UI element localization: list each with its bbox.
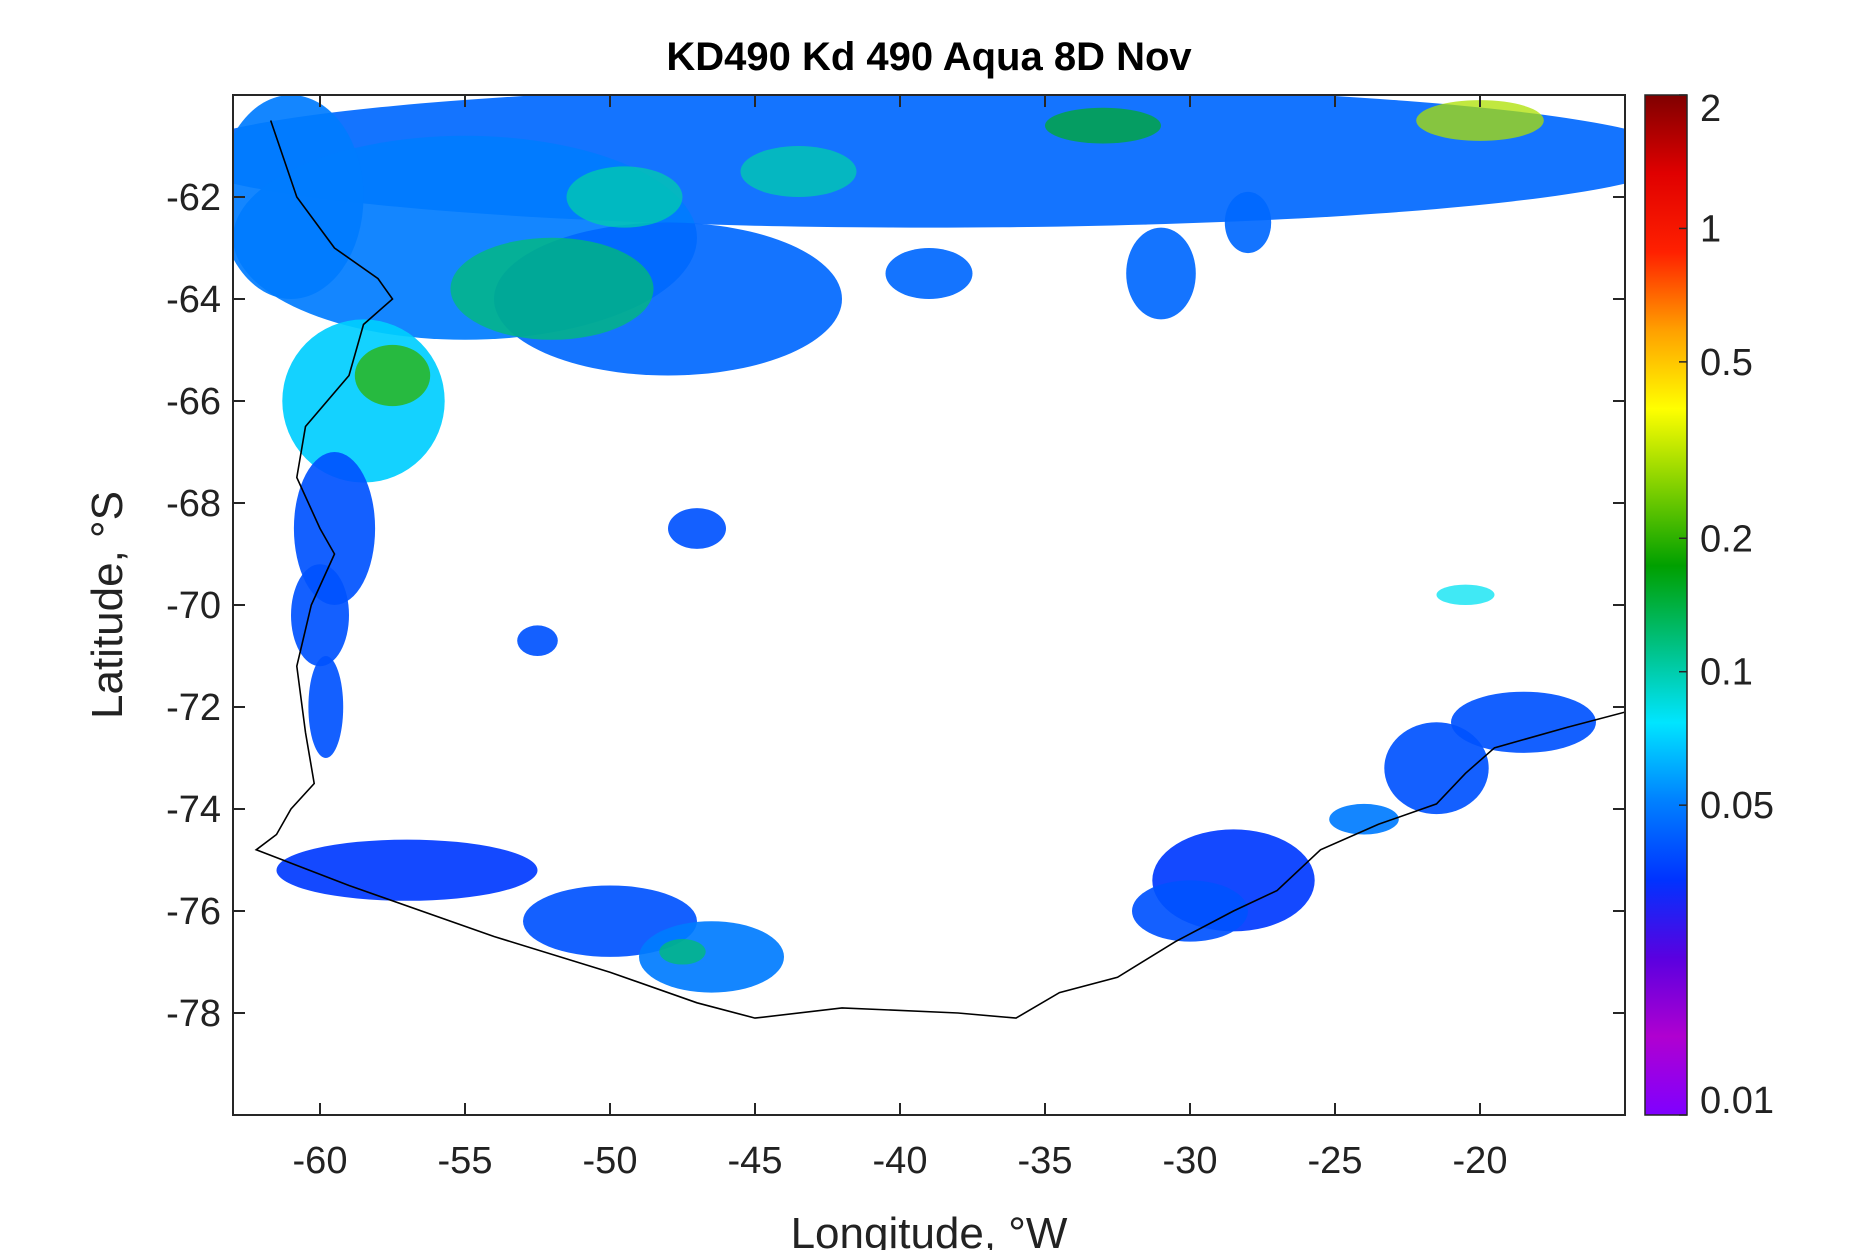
x-tick-label: -60: [293, 1140, 348, 1182]
enhanced-patch-1: [354, 344, 431, 407]
enhanced-patch-4: [1416, 100, 1544, 141]
y-tick-label: -64: [166, 279, 221, 321]
x-tick-label: -35: [1018, 1140, 1073, 1182]
y-tick-label: -62: [166, 177, 221, 219]
x-axis: -60 -55 -50 -45 -40 -35 -30 -25 -20: [293, 95, 1508, 1182]
data-patch-18: [885, 248, 973, 299]
data-patch-14: [1451, 691, 1596, 753]
colorbar-tick-label: 1: [1700, 208, 1721, 250]
y-tick-label: -78: [166, 993, 221, 1035]
kd490-enhanced-layer: [354, 100, 1544, 965]
data-patch-4: [282, 319, 445, 483]
colorbar-tick-label: 0.01: [1700, 1080, 1774, 1122]
enhanced-patch-5: [1045, 107, 1161, 144]
coastline: [254, 120, 1625, 1019]
enhanced-patch-7: [1436, 584, 1495, 605]
data-patch-12: [1132, 880, 1248, 942]
data-patch-19: [1126, 227, 1196, 320]
colorbar-tick-label: 0.5: [1700, 342, 1753, 384]
data-patch-17: [668, 508, 726, 549]
y-tick-label: -72: [166, 687, 221, 729]
x-tick-label: -50: [583, 1140, 638, 1182]
y-axis: -62 -64 -66 -68 -70 -72 -74 -76 -78: [166, 177, 1625, 1035]
y-tick-label: -68: [166, 483, 221, 525]
colorbar-tick-label: 0.05: [1700, 785, 1774, 827]
y-tick-label: -66: [166, 381, 221, 423]
y-tick-label: -70: [166, 585, 221, 627]
colorbar-strip: [1644, 94, 1688, 1116]
enhanced-patch-6: [659, 939, 706, 965]
colorbar-tick-label: 0.2: [1700, 518, 1753, 560]
enhanced-patch-0: [450, 237, 654, 340]
data-patch-13: [1384, 722, 1489, 815]
colorbar-ticks: 0.01 0.05 0.1 0.2 0.5 1 2: [1679, 88, 1774, 1122]
y-tick-label: -76: [166, 891, 221, 933]
x-tick-label: -55: [438, 1140, 493, 1182]
y-tick-label: -74: [166, 789, 221, 831]
data-patch-16: [517, 625, 558, 656]
enhanced-patch-3: [740, 146, 857, 197]
data-patch-10: [639, 921, 784, 993]
x-tick-label: -45: [728, 1140, 783, 1182]
x-tick-label: -20: [1453, 1140, 1508, 1182]
data-patch-2: [233, 95, 364, 299]
x-tick-label: -25: [1308, 1140, 1363, 1182]
chart-title: KD490 Kd 490 Aqua 8D Nov: [666, 35, 1192, 79]
data-patch-15: [1329, 803, 1399, 835]
colorbar: 0.01 0.05 0.1 0.2 0.5 1 2: [1644, 88, 1774, 1122]
map-plot-area: [233, 95, 1625, 1115]
data-patch-7: [308, 656, 344, 758]
enhanced-patch-2: [566, 166, 683, 228]
data-patch-8: [276, 839, 538, 901]
y-axis-label: Latitude, °S: [83, 491, 132, 719]
colorbar-tick-label: 2: [1700, 88, 1721, 130]
colorbar-tick-label: 0.1: [1700, 652, 1753, 694]
data-patch-20: [1224, 191, 1272, 254]
x-tick-label: -40: [873, 1140, 928, 1182]
data-patch-6: [291, 564, 349, 667]
x-axis-label: Longitude, °W: [791, 1209, 1068, 1250]
x-tick-label: -30: [1163, 1140, 1218, 1182]
